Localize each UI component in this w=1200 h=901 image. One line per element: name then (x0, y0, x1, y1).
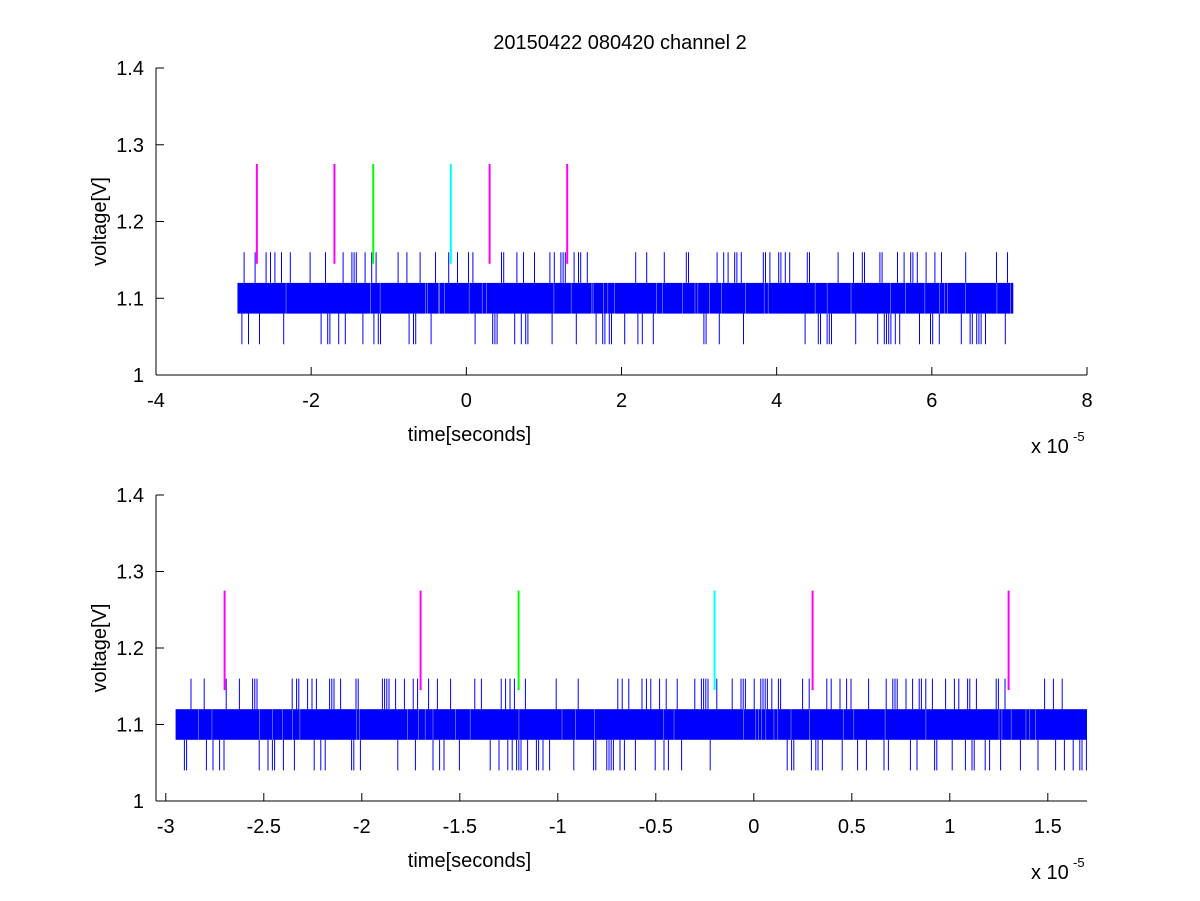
y-axis-label: voltage[V] (89, 604, 111, 693)
signal-trace (237, 252, 1014, 345)
x-scale-exponent: x 10 (1031, 436, 1069, 458)
x-tick-label: -0.5 (639, 816, 673, 838)
x-tick-label: -1.5 (443, 816, 477, 838)
signal-spikes (241, 252, 1008, 345)
x-tick-label: 8 (1081, 390, 1092, 412)
x-tick-label: 4 (771, 390, 782, 412)
y-tick-label: 1 (133, 365, 144, 387)
x-tick-label: -3 (157, 816, 175, 838)
signal-band (175, 709, 1088, 740)
x-scale-exponent-power: -5 (1073, 855, 1085, 870)
signal-trace (175, 678, 1088, 771)
x-tick-label: 0 (461, 390, 472, 412)
x-tick-label: -2 (353, 816, 371, 838)
x-tick-label: -4 (147, 390, 165, 412)
y-tick-label: 1.1 (116, 288, 144, 310)
x-tick-label: 0 (748, 816, 759, 838)
x-tick-label: 2 (616, 390, 627, 412)
x-tick-label: -2.5 (247, 816, 281, 838)
x-scale-exponent-power: -5 (1073, 429, 1085, 444)
signal-spikes (183, 678, 1087, 771)
x-tick-label: 1.5 (1034, 816, 1062, 838)
figure-title: 20150422 080420 channel 2 (493, 32, 747, 54)
x-tick-label: -1 (549, 816, 567, 838)
y-tick-label: 1.4 (116, 58, 144, 80)
x-tick-label: 0.5 (838, 816, 866, 838)
y-tick-label: 1.2 (116, 638, 144, 660)
x-tick-label: -2 (302, 390, 320, 412)
signal-band (237, 282, 1014, 314)
x-tick-label: 1 (944, 816, 955, 838)
y-tick-label: 1 (133, 791, 144, 813)
y-tick-label: 1.3 (116, 562, 144, 584)
y-tick-label: 1.3 (116, 135, 144, 157)
y-tick-label: 1.2 (116, 212, 144, 234)
x-scale-exponent: x 10 (1031, 862, 1069, 884)
y-tick-label: 1.1 (116, 715, 144, 737)
y-axis-label: voltage[V] (89, 177, 111, 266)
y-tick-label: 1.4 (116, 485, 144, 507)
bottom-axes: -3 -2.5 -2 -1.5 -1 -0.5 0 0.5 1 1.5 1 1.1 1.2 1.3 1.4 t… (89, 485, 1088, 884)
top-axes: -4 -2 0 2 4 6 8 1 1.1 1.2 1.3 1.4 time[seconds] volta… (89, 58, 1093, 458)
x-axis-label: time[seconds] (408, 424, 531, 446)
x-tick-label: 6 (926, 390, 937, 412)
x-axis-label: time[seconds] (408, 850, 531, 872)
